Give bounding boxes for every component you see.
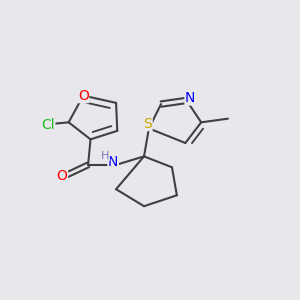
Text: N: N bbox=[108, 155, 118, 169]
Text: N: N bbox=[185, 91, 195, 105]
Text: Cl: Cl bbox=[41, 118, 55, 132]
Text: S: S bbox=[143, 116, 152, 130]
Text: O: O bbox=[78, 88, 89, 103]
Text: O: O bbox=[57, 169, 68, 183]
Text: H: H bbox=[101, 151, 109, 160]
